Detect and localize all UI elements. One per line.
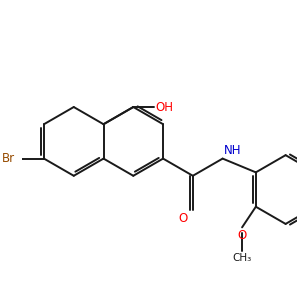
Text: NH: NH (224, 144, 242, 157)
Text: O: O (178, 212, 188, 225)
Text: Br: Br (2, 152, 15, 165)
Text: CH₃: CH₃ (232, 253, 252, 263)
Text: O: O (238, 229, 247, 242)
Text: OH: OH (156, 100, 174, 113)
